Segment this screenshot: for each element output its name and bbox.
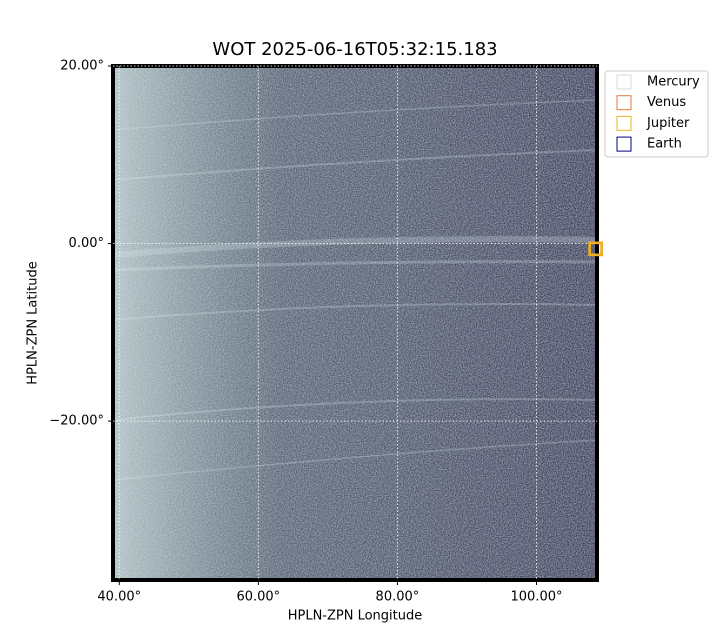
image-glow bbox=[113, 66, 597, 580]
legend-label: Mercury bbox=[647, 75, 700, 90]
planet-marker bbox=[588, 241, 603, 257]
y-tick-label: −20.00° bbox=[49, 414, 104, 429]
y-axis-label: HPLN-ZPN Latitude bbox=[26, 261, 41, 384]
legend-box bbox=[604, 70, 709, 158]
legend-swatch bbox=[616, 74, 632, 90]
legend-swatch bbox=[616, 95, 632, 111]
x-tick-label: 40.00° bbox=[97, 590, 141, 605]
image bbox=[113, 66, 597, 580]
x-tick-label: 60.00° bbox=[236, 590, 280, 605]
y-tick-label: 0.00° bbox=[69, 236, 104, 251]
chart-title: WOT 2025-06-16T05:32:15.183 bbox=[212, 39, 497, 60]
legend-swatch bbox=[616, 115, 632, 131]
legend: Mercury Venus Jupiter Earth bbox=[604, 70, 709, 158]
x-axis-label: HPLN-ZPN Longitude bbox=[288, 609, 423, 624]
legend-label: Earth bbox=[647, 137, 682, 152]
y-tick-label: 20.00° bbox=[60, 59, 104, 74]
x-tick-label: 100.00° bbox=[511, 590, 563, 605]
legend-label: Jupiter bbox=[646, 116, 690, 131]
legend-swatch bbox=[616, 136, 632, 152]
x-tick-label: 80.00° bbox=[376, 590, 420, 605]
legend-label: Venus bbox=[647, 95, 686, 110]
streaks bbox=[113, 99, 597, 481]
